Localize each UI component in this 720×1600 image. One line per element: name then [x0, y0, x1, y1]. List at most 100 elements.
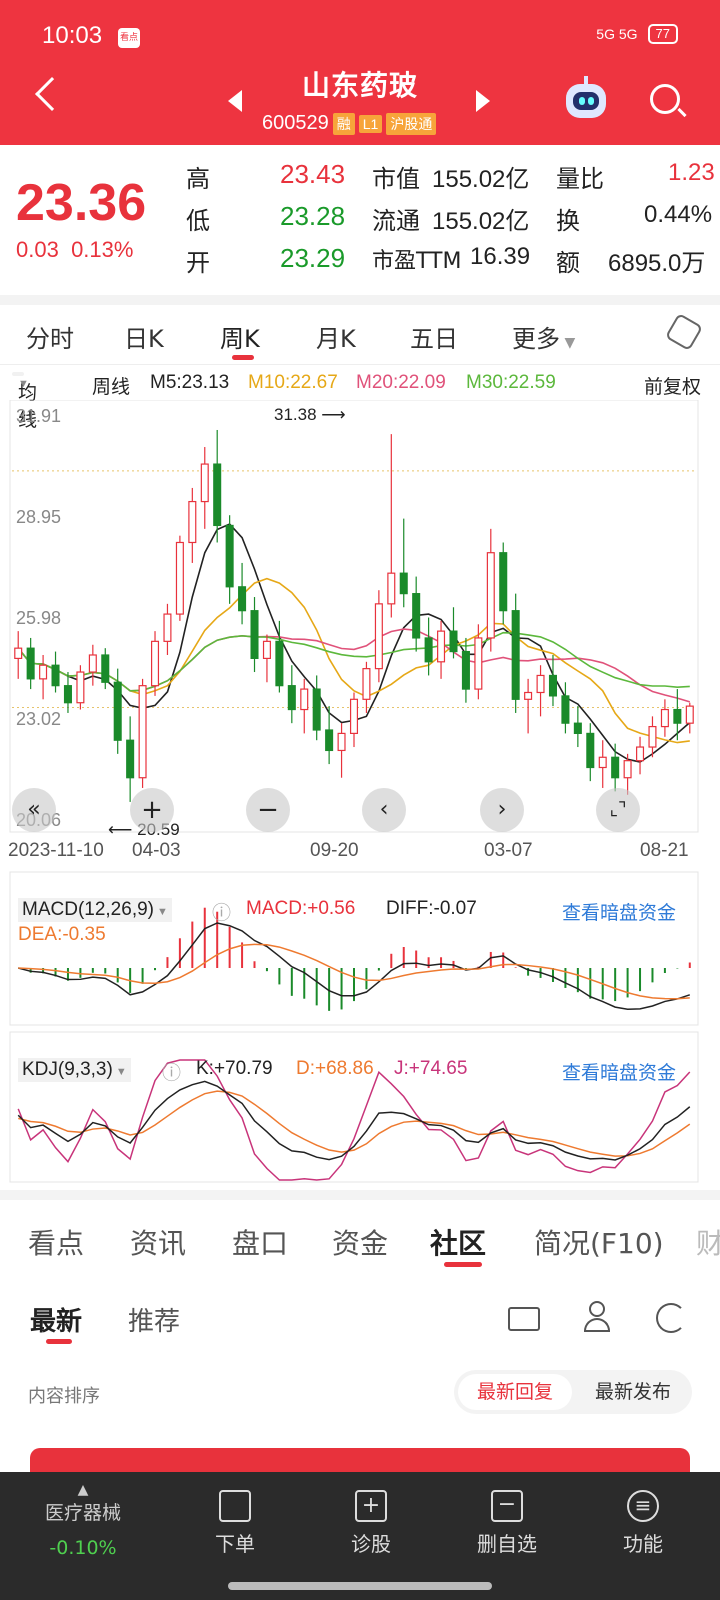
help-icon[interactable]: ⓘ — [162, 1063, 182, 1084]
candle — [499, 542, 508, 625]
tab-five-day[interactable]: 五日 — [410, 325, 458, 353]
tab-intraday[interactable]: 分时 — [26, 325, 74, 353]
low-label: 低 — [186, 207, 210, 235]
mail-icon[interactable] — [508, 1307, 540, 1331]
ma-period: 周线 — [92, 377, 131, 398]
scroll-left-icon[interactable]: « — [12, 788, 56, 832]
zoom-in-icon[interactable]: + — [130, 788, 174, 832]
adjust-mode[interactable]: 前复权 — [644, 377, 702, 398]
nav-remove-watchlist[interactable]: − 删自选 — [452, 1490, 562, 1557]
sort-label: 内容排序 — [28, 1386, 100, 1407]
candle — [225, 515, 234, 604]
candle — [163, 603, 172, 655]
y-tick-label: 23.02 — [16, 709, 62, 730]
y-tick-label: 28.95 — [16, 506, 62, 527]
tab-more[interactable]: 更多 ▼ — [512, 319, 575, 354]
open-value: 23.29 — [280, 243, 346, 273]
tab-highlights[interactable]: 看点 — [28, 1227, 85, 1260]
mcap-value: 155.02亿 — [432, 166, 530, 193]
tab-daily-k[interactable]: 日K — [124, 325, 164, 353]
candle — [150, 631, 160, 696]
candle — [573, 706, 582, 748]
candle — [312, 675, 321, 741]
nav-diagnose-label: 诊股 — [351, 1532, 391, 1556]
candle — [238, 562, 247, 625]
kline-chart[interactable] — [0, 400, 720, 1200]
macd-select[interactable]: MACD(12,26,9) ▼ — [18, 898, 172, 922]
sort-latest-post[interactable]: 最新发布 — [594, 1381, 671, 1403]
nav-order[interactable]: 下单 — [180, 1490, 290, 1557]
nav-remove-label: 删自选 — [477, 1532, 537, 1556]
stock-code-line: 600529 融 L1 沪股通 — [262, 112, 437, 135]
zoom-out-icon[interactable]: − — [246, 788, 290, 832]
help-icon[interactable]: ⓘ — [212, 903, 232, 924]
tab-weekly-k[interactable]: 周K — [220, 325, 260, 353]
fullscreen-icon[interactable]: ⌞⌝ — [596, 788, 640, 832]
step-right-icon[interactable]: › — [480, 788, 524, 832]
candle — [449, 607, 458, 659]
ma10-value: M10:22.67 — [248, 372, 338, 393]
turnover-label: 换 — [556, 207, 580, 235]
low-value: 23.28 — [280, 201, 346, 231]
robot-assistant-icon[interactable] — [566, 76, 606, 118]
dark-pool-link-kdj[interactable]: 查看暗盘资金 — [562, 1063, 677, 1084]
prev-stock-icon[interactable] — [228, 90, 242, 112]
nav-diagnose[interactable]: + 诊股 — [316, 1490, 426, 1557]
x-tick-label: 08-21 — [640, 840, 689, 861]
tab-funds[interactable]: 资金 — [332, 1227, 389, 1260]
amount-value: 6895.0万 — [608, 250, 706, 277]
x-tick-label: 09-20 — [310, 840, 359, 861]
candle — [536, 665, 545, 717]
nav-functions[interactable]: ≡ 功能 — [588, 1490, 698, 1557]
chevron-down-icon: ▼ — [18, 378, 29, 390]
diff-line — [18, 922, 691, 1010]
candle — [113, 668, 122, 754]
sector-indicator[interactable]: ▲ 医疗器械 -0.10% — [28, 1482, 138, 1559]
k-line — [17, 1080, 691, 1161]
tag-margin: 融 — [332, 112, 355, 135]
ma20-value: M20:22.09 — [356, 372, 446, 393]
change-value: 0.03 — [16, 237, 59, 262]
candle — [51, 651, 60, 693]
kdj-select[interactable]: KDJ(9,3,3) ▼ — [18, 1058, 131, 1082]
candle — [101, 648, 110, 690]
candle — [300, 678, 309, 734]
tab-recommend[interactable]: 推荐 — [128, 1307, 181, 1337]
high-value: 23.43 — [280, 159, 346, 189]
tab-latest[interactable]: 最新 — [30, 1307, 83, 1337]
candle — [412, 576, 421, 652]
candle — [76, 665, 85, 710]
next-stock-icon[interactable] — [476, 90, 490, 112]
nav-func-label: 功能 — [623, 1532, 663, 1556]
user-icon[interactable] — [584, 1301, 610, 1333]
ma-mode-select[interactable]: 均线 ▼ — [12, 372, 37, 431]
chevron-up-icon: ▲ — [77, 1482, 89, 1498]
tab-orderbook[interactable]: 盘口 — [232, 1227, 289, 1260]
tab-profile[interactable]: 简况(F10) — [534, 1227, 664, 1260]
y-tick-label: 31.91 — [16, 406, 62, 426]
dea-line — [18, 943, 690, 1000]
step-left-icon[interactable]: ‹ — [362, 788, 406, 832]
sector-name: 医疗器械 — [44, 1502, 121, 1524]
tab-community[interactable]: 社区 — [430, 1227, 487, 1260]
candle — [437, 620, 446, 679]
community-subtabs: 最新 推荐 — [0, 1285, 720, 1345]
candle — [387, 434, 396, 618]
tab-monthly-k[interactable]: 月K — [316, 325, 356, 353]
stock-code: 600529 — [262, 112, 329, 134]
last-price: 23.36 — [16, 174, 147, 232]
dark-pool-link[interactable]: 查看暗盘资金 — [562, 903, 677, 924]
candle — [685, 702, 694, 734]
sort-toggle: 最新回复 最新发布 — [454, 1370, 692, 1414]
search-icon[interactable] — [650, 84, 680, 114]
tab-news[interactable]: 资讯 — [130, 1227, 187, 1260]
candle — [250, 597, 259, 673]
refresh-icon[interactable] — [656, 1303, 686, 1333]
active-tab-indicator — [444, 1262, 482, 1267]
sort-latest-reply[interactable]: 最新回复 — [458, 1374, 572, 1410]
tab-finance[interactable]: 财 — [696, 1227, 720, 1260]
macd-title: MACD(12,26,9) — [22, 899, 154, 920]
candle — [349, 692, 359, 748]
chevron-down-icon: ▼ — [560, 335, 576, 351]
candle — [14, 631, 23, 679]
